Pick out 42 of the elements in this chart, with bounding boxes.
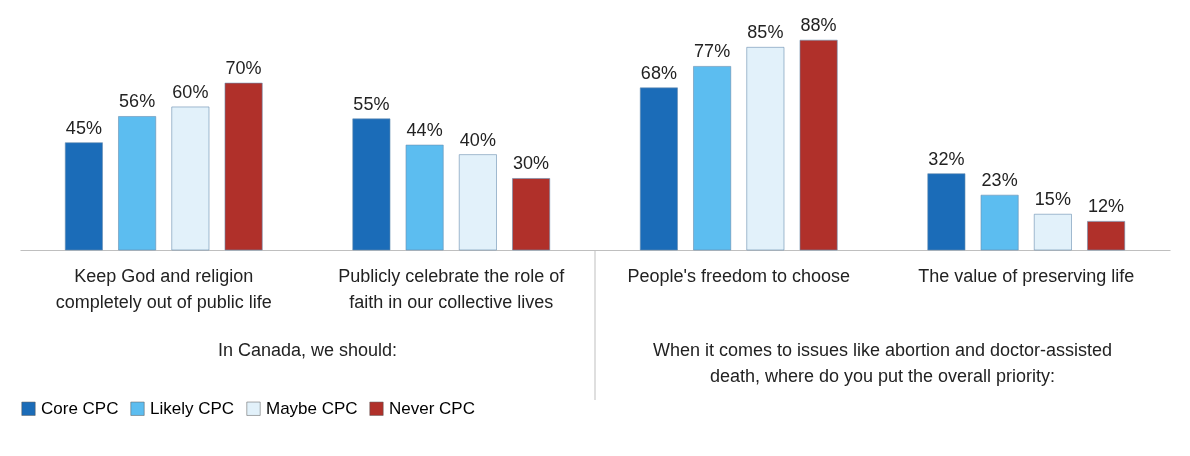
data-label: 85%: [747, 22, 784, 43]
data-label: 15%: [1034, 189, 1071, 210]
data-label: 23%: [981, 170, 1018, 191]
legend-label: Maybe CPC: [266, 398, 358, 418]
bar: [927, 173, 966, 251]
data-label: 60%: [172, 81, 209, 102]
bar: [639, 87, 678, 251]
x-tick-label: People's freedom to choose: [627, 266, 851, 286]
legend-label: Likely CPC: [150, 398, 235, 418]
bar: [799, 39, 838, 251]
bar: [458, 154, 497, 251]
bar: [64, 142, 103, 251]
data-label: 56%: [119, 91, 156, 112]
data-label: 12%: [1088, 196, 1125, 217]
x-tick-label: Publicly celebrate the role of faith in our collective lives: [338, 266, 566, 312]
data-label: 77%: [694, 41, 731, 62]
data-label: 40%: [459, 129, 496, 150]
bar: [405, 144, 444, 251]
x-tick-label: The value of preserving life: [918, 266, 1135, 286]
data-label: 55%: [353, 93, 390, 114]
x-tick-label: Keep God and religion completely out of public life: [55, 266, 272, 312]
data-label: 70%: [225, 58, 262, 79]
bar: [1087, 221, 1126, 251]
bar: [118, 116, 157, 251]
legend-label: Core CPC: [41, 398, 119, 418]
data-label: 32%: [928, 148, 965, 169]
bar: [512, 178, 551, 251]
legend-label: Never CPC: [389, 398, 475, 418]
bar: [693, 66, 732, 251]
bar: [1033, 213, 1072, 251]
data-label: 30%: [513, 153, 550, 174]
text: In Canada, we should:: [217, 340, 398, 360]
bar: [980, 194, 1019, 251]
data-label: 88%: [800, 15, 837, 36]
bar: [224, 82, 263, 251]
bar: [171, 106, 210, 251]
bar: [352, 118, 391, 251]
text: When it comes to issues like abortion and doctor-assisted death, where do you put the overall priority:: [652, 340, 1113, 386]
bar: [746, 47, 785, 251]
data-label: 68%: [640, 62, 677, 83]
data-label: 44%: [406, 120, 443, 141]
data-label: 45%: [65, 117, 102, 138]
